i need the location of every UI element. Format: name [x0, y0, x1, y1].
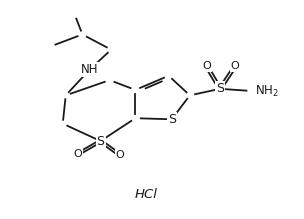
Text: NH: NH [81, 63, 99, 76]
Text: O: O [202, 61, 211, 71]
Text: S: S [168, 113, 176, 126]
Text: S: S [97, 134, 105, 148]
Text: NH$_2$: NH$_2$ [255, 83, 279, 99]
Text: O: O [116, 150, 125, 160]
Text: HCl: HCl [134, 188, 157, 201]
Text: O: O [231, 61, 240, 71]
Text: S: S [216, 82, 224, 95]
Text: O: O [74, 149, 82, 159]
